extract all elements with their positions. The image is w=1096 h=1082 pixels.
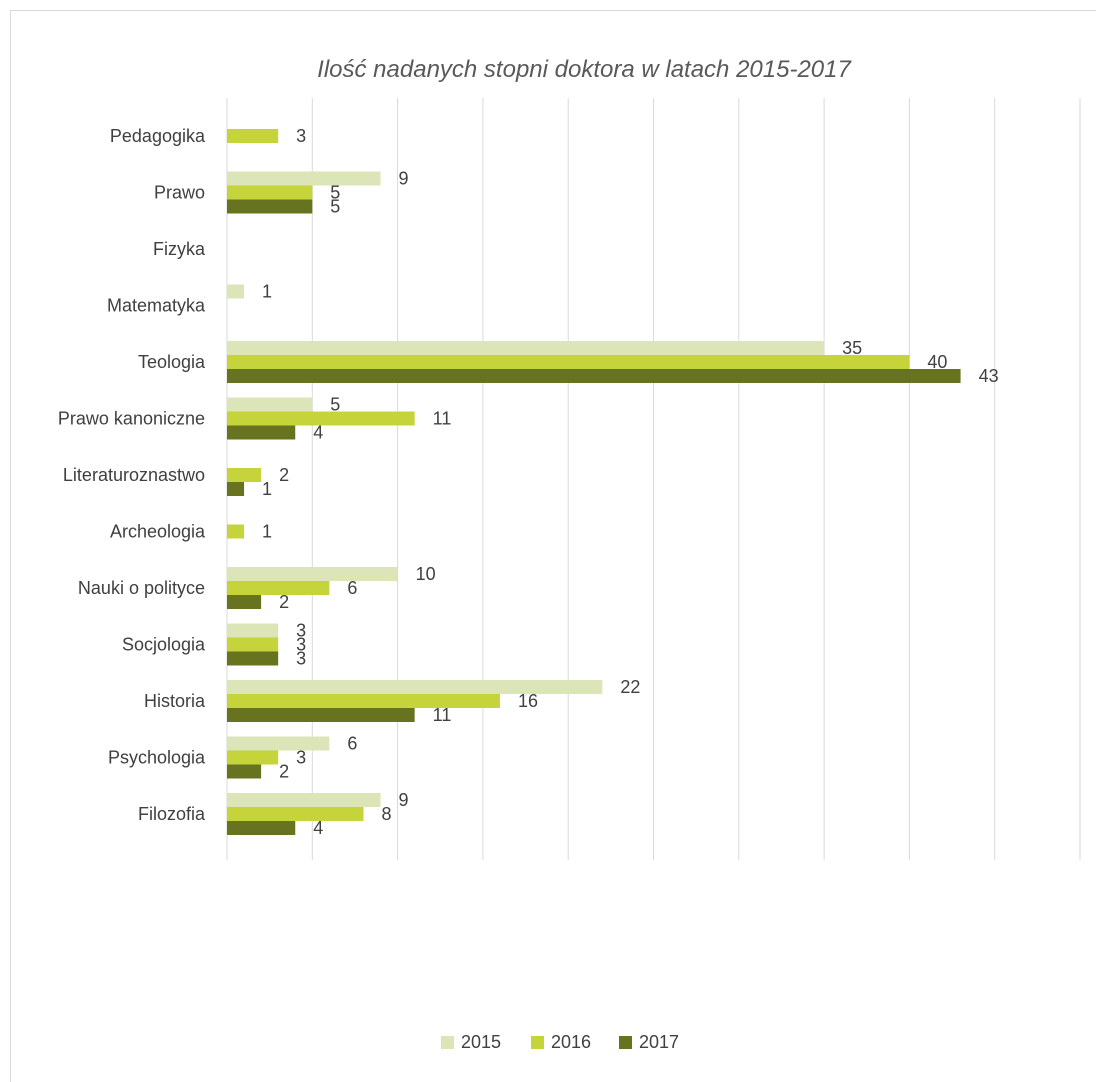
legend-swatch (619, 1036, 632, 1049)
data-label: 2 (279, 592, 289, 612)
data-label: 5 (330, 196, 340, 216)
bar (227, 567, 398, 581)
data-label: 11 (433, 705, 452, 725)
category-label: Archeologia (110, 522, 206, 542)
bar (227, 807, 364, 821)
data-label: 8 (381, 804, 391, 824)
category-label: Socjologia (122, 635, 206, 655)
bar (227, 369, 961, 383)
bar (227, 750, 279, 765)
data-label: 4 (313, 422, 323, 442)
bar (227, 581, 330, 595)
bar (227, 482, 245, 496)
category-label: Nauki o polityce (78, 578, 205, 598)
data-label: 2 (279, 465, 289, 485)
data-label: 6 (347, 733, 357, 753)
bar (227, 199, 313, 214)
data-label: 3 (296, 620, 306, 640)
bar (227, 736, 330, 751)
bar (227, 637, 279, 652)
data-label: 5 (330, 394, 340, 414)
bars (227, 129, 961, 835)
legend-swatch (531, 1036, 544, 1049)
data-label: 40 (927, 352, 947, 372)
bar (227, 708, 415, 722)
data-label: 9 (399, 790, 409, 810)
data-label: 43 (979, 366, 999, 386)
data-label: 6 (347, 578, 357, 598)
chart-frame (10, 10, 1096, 1082)
data-label: 16 (518, 691, 538, 711)
data-label: 3 (296, 126, 306, 146)
bar (227, 764, 262, 779)
bar (227, 595, 262, 609)
bar (227, 397, 313, 412)
data-label: 3 (296, 648, 306, 668)
data-label: 4 (313, 818, 323, 838)
bar (227, 425, 296, 440)
category-label: Literaturoznastwo (63, 465, 205, 485)
category-label: Matematyka (107, 296, 206, 316)
category-label: Teologia (138, 352, 206, 372)
legend-entry: 2015 (461, 1032, 501, 1052)
bar (227, 468, 262, 482)
bar (227, 680, 603, 694)
data-label: 3 (296, 747, 306, 767)
bar (227, 171, 381, 186)
data-label: 35 (842, 338, 862, 358)
bar (227, 341, 825, 355)
bar (227, 793, 381, 807)
bar (227, 284, 245, 299)
data-label: 9 (399, 168, 409, 188)
bar (227, 185, 313, 200)
bar (227, 623, 279, 638)
bar (227, 651, 279, 666)
bar (227, 355, 910, 369)
legend-entry: 2016 (551, 1032, 591, 1052)
legend-swatch (441, 1036, 454, 1049)
legend: 2015 2016 2017 (441, 1032, 679, 1052)
category-label: Historia (144, 691, 206, 711)
bar (227, 411, 415, 426)
category-label: Prawo kanoniczne (58, 409, 205, 429)
bar (227, 129, 279, 143)
data-label: 5 (330, 182, 340, 202)
bar (227, 694, 500, 708)
data-label: 2 (279, 761, 289, 781)
category-label: Prawo (154, 183, 205, 203)
legend-entry: 2017 (639, 1032, 679, 1052)
category-label: Fizyka (153, 239, 206, 259)
category-label: Pedagogika (110, 126, 206, 146)
chart-title: Ilość nadanych stopni doktora w latach 2… (317, 56, 852, 83)
data-label: 11 (433, 408, 452, 428)
category-label: Filozofia (138, 804, 206, 824)
category-label: Psychologia (108, 748, 206, 768)
bar (227, 524, 245, 539)
data-label: 1 (262, 479, 272, 499)
data-label: 3 (296, 634, 306, 654)
data-label: 10 (416, 564, 436, 584)
category-labels: Pedagogika Prawo Fizyka Matematyka Teologia P… (58, 126, 206, 824)
data-label: 22 (620, 677, 640, 697)
data-label: 1 (262, 521, 272, 541)
data-label: 1 (262, 281, 272, 301)
bar (227, 821, 296, 835)
